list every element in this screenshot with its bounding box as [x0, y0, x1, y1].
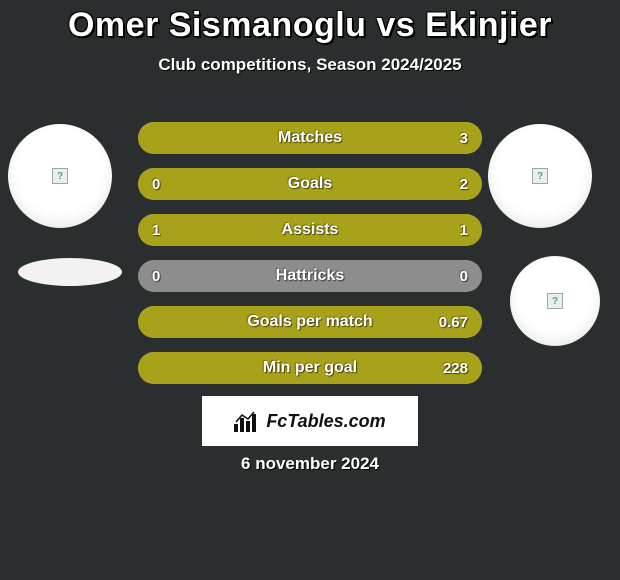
image-placeholder-icon: ? [52, 168, 68, 184]
stat-label: Matches [138, 122, 482, 154]
fctables-logo-icon [234, 410, 260, 432]
avatar-shadow [18, 258, 122, 286]
stat-value-right: 0 [460, 260, 468, 292]
stat-label: Goals per match [138, 306, 482, 338]
player-right-avatar-secondary: ? [510, 256, 600, 346]
branding-text: FcTables.com [266, 411, 385, 432]
stat-value-right: 3 [460, 122, 468, 154]
stat-value-right: 1 [460, 214, 468, 246]
image-placeholder-icon: ? [532, 168, 548, 184]
stat-label: Goals [138, 168, 482, 200]
footer-date: 6 november 2024 [0, 454, 620, 474]
stats-container: Matches3Goals02Assists11Hattricks00Goals… [138, 122, 482, 398]
branding-badge: FcTables.com [202, 396, 418, 446]
image-placeholder-icon: ? [547, 293, 563, 309]
stat-label: Hattricks [138, 260, 482, 292]
stat-row: Matches3 [138, 122, 482, 154]
stat-row: Goals0 2 [138, 168, 482, 200]
page-title: Omer Sismanoglu vs Ekinjier [0, 0, 620, 45]
stat-value-left: 1 [152, 214, 160, 246]
stat-label: Min per goal [138, 352, 482, 384]
player-left-avatar: ? [8, 124, 112, 228]
stat-row: Min per goal228 [138, 352, 482, 384]
stat-row: Goals per match0.67 [138, 306, 482, 338]
stat-value-left: 0 [152, 168, 160, 200]
stat-value-right: 2 [460, 168, 468, 200]
stat-value-left: 0 [152, 260, 160, 292]
stat-value-right: 228 [443, 352, 468, 384]
subtitle: Club competitions, Season 2024/2025 [0, 55, 620, 75]
stat-label: Assists [138, 214, 482, 246]
player-right-avatar: ? [488, 124, 592, 228]
stat-row: Assists1 1 [138, 214, 482, 246]
stat-row: Hattricks0 0 [138, 260, 482, 292]
stat-value-right: 0.67 [439, 306, 468, 338]
